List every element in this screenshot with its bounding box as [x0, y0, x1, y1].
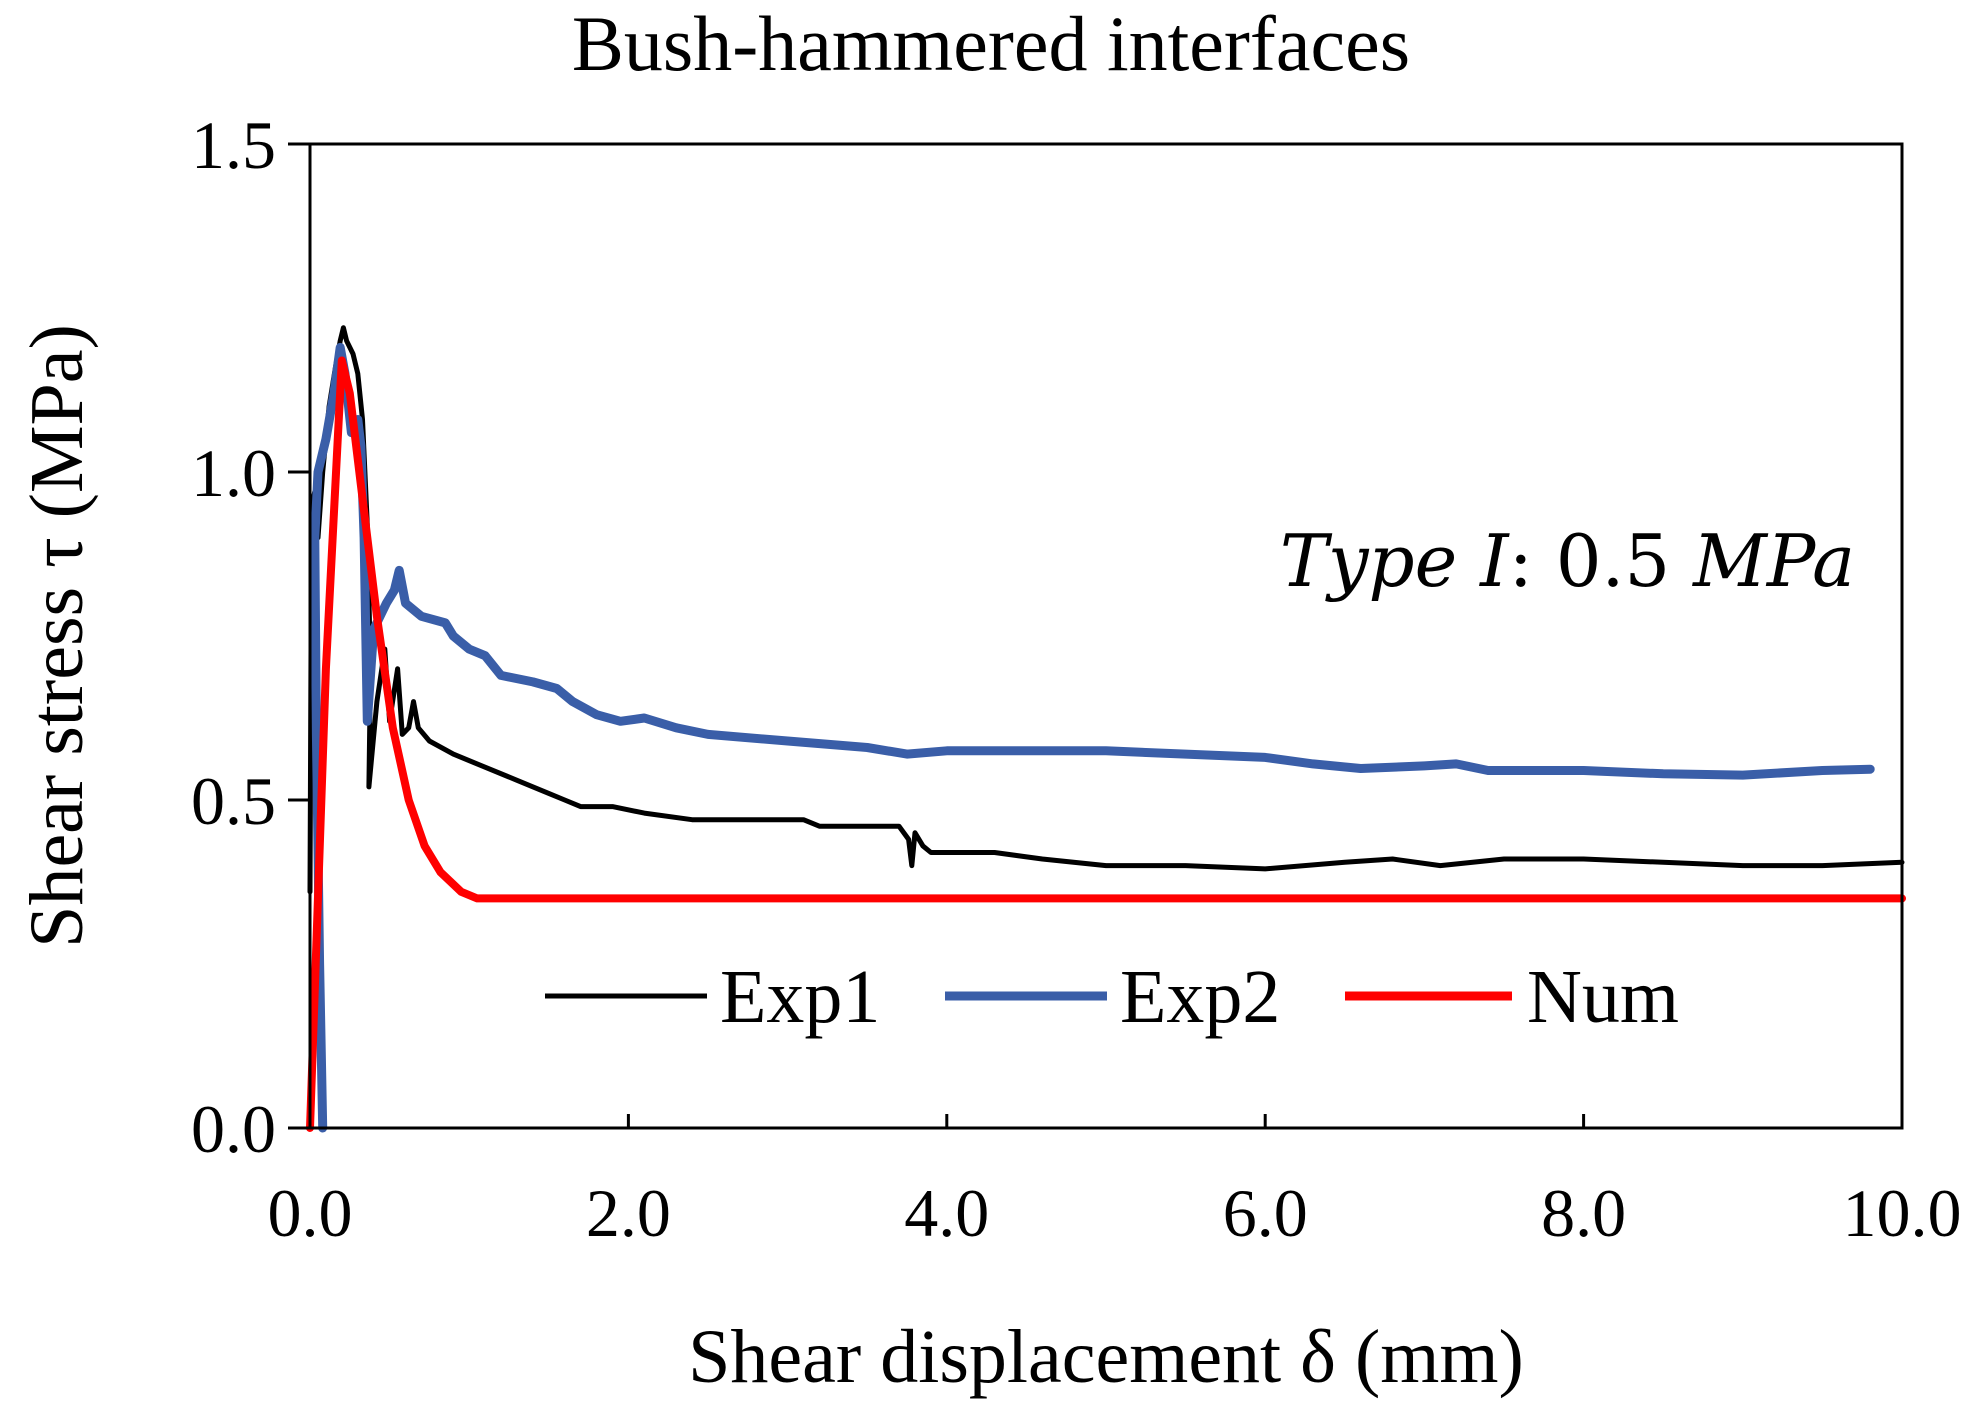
x-tick-label: 6.0 — [1223, 1175, 1308, 1251]
x-tick-label: 2.0 — [586, 1175, 671, 1251]
annotation-type-id: I — [1478, 519, 1510, 603]
annotation-type-word: Type — [1280, 519, 1457, 603]
x-tick-label: 4.0 — [904, 1175, 989, 1251]
legend-label-exp2: Exp2 — [1120, 955, 1280, 1039]
series-line-num — [306, 356, 1906, 1132]
annotation-space — [1457, 519, 1480, 603]
x-axis-label: Shear displacement δ (mm) — [688, 1315, 1524, 1399]
x-axis-ticks: 0.0 2.0 4.0 6.0 8.0 10.0 — [268, 1114, 1962, 1251]
plot-frame — [308, 142, 1904, 1130]
y-tick-label: 0.5 — [191, 763, 276, 839]
y-tick-label: 0.0 — [191, 1091, 276, 1167]
annotation-value: 0.5 — [1556, 519, 1671, 603]
y-axis-label: Shear stress τ (MPa) — [15, 324, 99, 948]
y-axis-ticks: 0.0 0.5 1.0 1.5 — [191, 107, 310, 1167]
legend-label-exp1: Exp1 — [720, 955, 880, 1039]
legend-label-num: Num — [1527, 955, 1679, 1039]
annotation-separator: : — [1509, 519, 1533, 603]
series-layer — [306, 325, 1906, 1133]
y-tick-label: 1.0 — [191, 435, 276, 511]
x-tick-label: 8.0 — [1541, 1175, 1626, 1251]
annotation-unit: MPa — [1691, 519, 1855, 603]
annotation-space — [1670, 519, 1693, 603]
chart-title: Bush-hammered interfaces — [572, 0, 1410, 87]
type-annotation: Type I: 0.5 MPa — [1280, 519, 1855, 603]
y-tick-label: 1.5 — [191, 107, 276, 183]
x-tick-label: 10.0 — [1843, 1175, 1962, 1251]
x-tick-label: 0.0 — [268, 1175, 353, 1251]
series-line-exp1 — [307, 325, 1905, 895]
legend: Exp1 Exp2 Num — [545, 955, 1679, 1039]
annotation-space — [1533, 519, 1556, 603]
